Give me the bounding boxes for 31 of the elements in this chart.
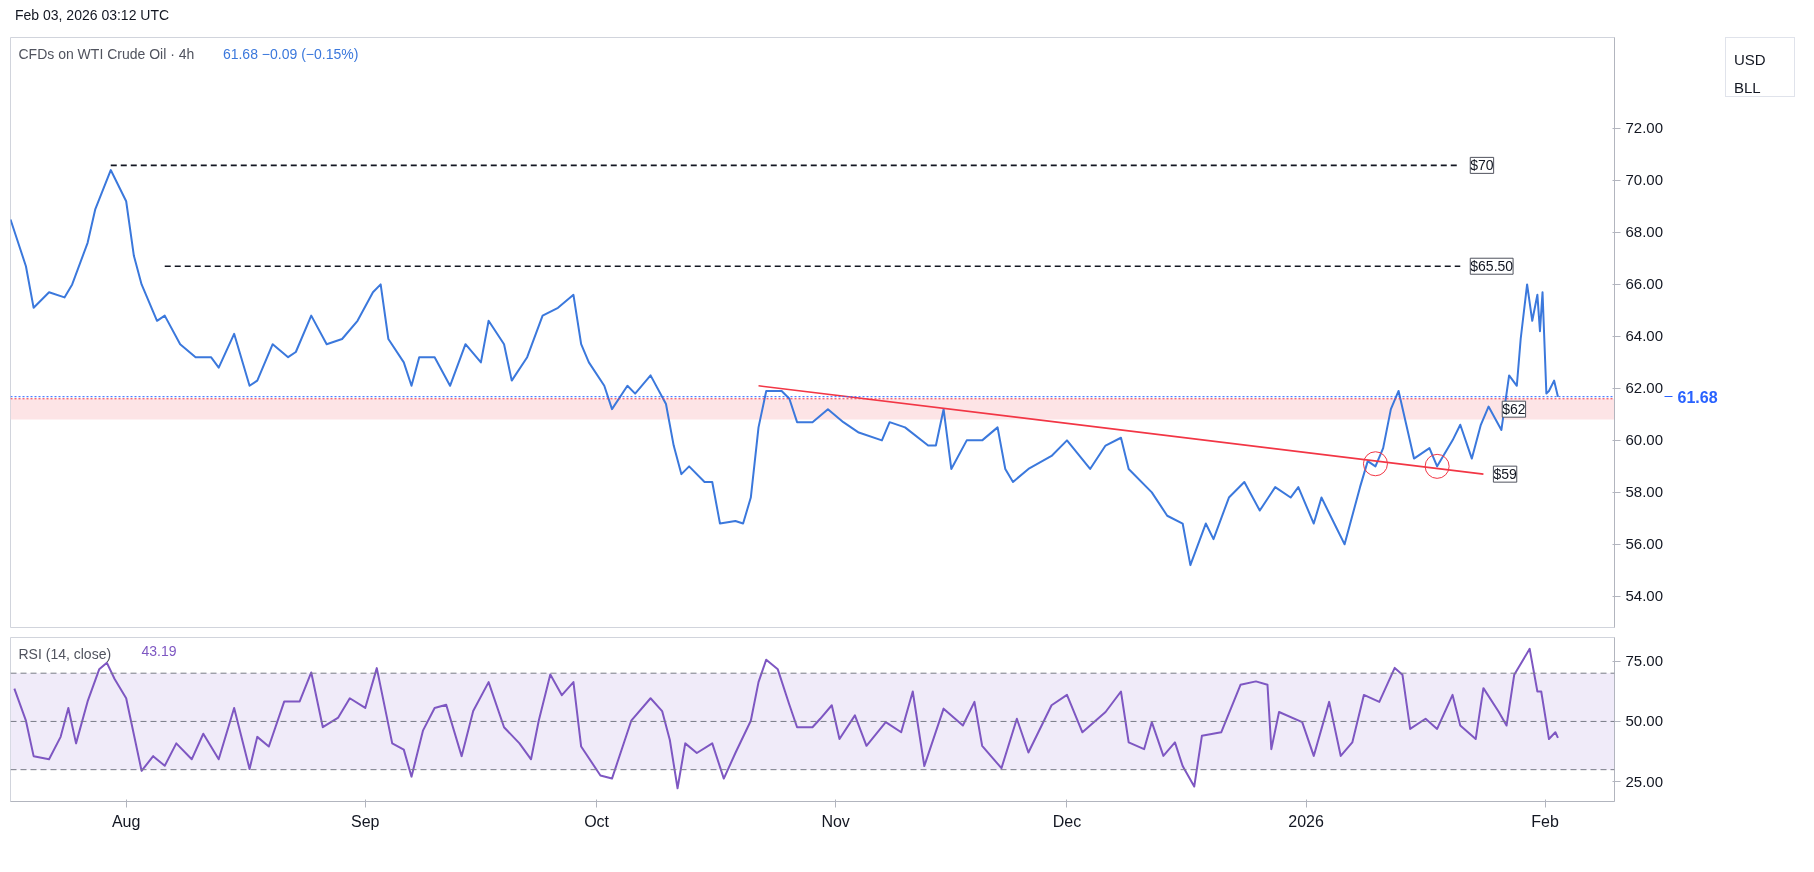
line-series: [13, 647, 1559, 790]
x-tick-label: Sep: [351, 812, 380, 830]
text: 61.68 −0.09 (−0.15%): [222, 45, 359, 62]
series-label: $59: [1493, 466, 1517, 483]
y-tick-label: 72.00: [1625, 119, 1664, 137]
y-tick-label: 70.00: [1625, 171, 1664, 189]
ref-line-label: 61.68: [1677, 388, 1718, 406]
x-tick-label: Nov: [821, 812, 850, 830]
x-tick-label: Feb: [1531, 812, 1559, 830]
text: CFDs on WTI Crude Oil · 4h: [18, 45, 195, 62]
band-label: $62: [1502, 401, 1526, 418]
y-tick-label: 25.00: [1625, 772, 1664, 790]
y-tick-label: 60.00: [1625, 431, 1664, 449]
line-series: [10, 169, 1559, 567]
y-tick-label: 58.00: [1625, 483, 1664, 501]
y-tick-label: 50.00: [1625, 712, 1664, 730]
y-tick-label: 62.00: [1625, 379, 1664, 397]
y-axis-title: USD BLL: [1734, 50, 1766, 98]
text: RSI (14, close): [18, 645, 112, 662]
x-tick-label: Oct: [584, 812, 610, 830]
text: Feb 03, 2026 03:12 UTC: [15, 6, 170, 25]
x-tick-label: 2026: [1288, 812, 1324, 830]
y-tick-label: 68.00: [1625, 223, 1664, 241]
x-tick-label: Dec: [1052, 812, 1082, 830]
y-tick-label: 54.00: [1625, 587, 1664, 605]
chart-subtitle: 43.19: [141, 642, 177, 659]
x-tick-label: Aug: [111, 812, 141, 830]
y-tick-label: 56.00: [1625, 535, 1664, 553]
y-tick-label: 64.00: [1625, 327, 1664, 345]
y-tick-label: 75.00: [1625, 652, 1664, 670]
y-tick-label: 66.00: [1625, 275, 1664, 293]
